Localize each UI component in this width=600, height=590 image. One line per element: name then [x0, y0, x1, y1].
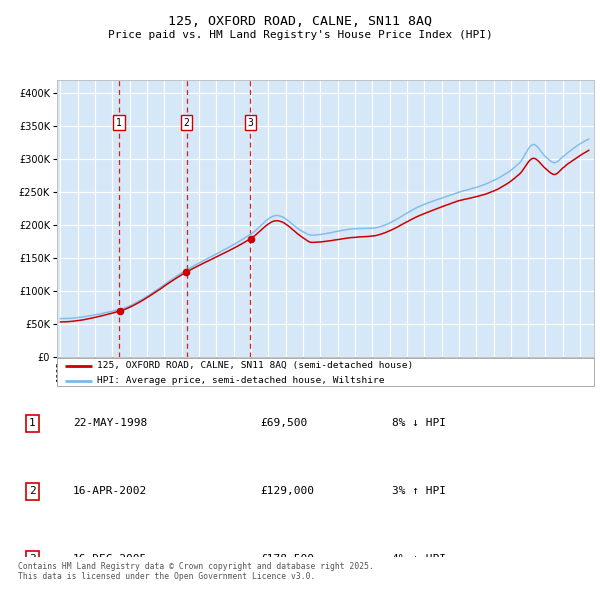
Text: 1: 1: [116, 117, 122, 127]
Text: Price paid vs. HM Land Registry's House Price Index (HPI): Price paid vs. HM Land Registry's House …: [107, 30, 493, 40]
Text: 4% ↓ HPI: 4% ↓ HPI: [392, 554, 446, 564]
Text: HPI: Average price, semi-detached house, Wiltshire: HPI: Average price, semi-detached house,…: [97, 376, 385, 385]
Text: 1: 1: [29, 418, 36, 428]
Text: 2: 2: [29, 486, 36, 496]
Text: 3% ↑ HPI: 3% ↑ HPI: [392, 486, 446, 496]
Text: £129,000: £129,000: [260, 486, 314, 496]
Text: £69,500: £69,500: [260, 418, 307, 428]
Text: Contains HM Land Registry data © Crown copyright and database right 2025.
This d: Contains HM Land Registry data © Crown c…: [18, 562, 374, 581]
Text: £178,500: £178,500: [260, 554, 314, 564]
Text: 3: 3: [247, 117, 253, 127]
Text: 8% ↓ HPI: 8% ↓ HPI: [392, 418, 446, 428]
Text: 16-APR-2002: 16-APR-2002: [73, 486, 147, 496]
Text: 3: 3: [29, 554, 36, 564]
Text: 125, OXFORD ROAD, CALNE, SN11 8AQ: 125, OXFORD ROAD, CALNE, SN11 8AQ: [168, 15, 432, 28]
Text: 2: 2: [184, 117, 190, 127]
Text: 16-DEC-2005: 16-DEC-2005: [73, 554, 147, 564]
Text: 125, OXFORD ROAD, CALNE, SN11 8AQ (semi-detached house): 125, OXFORD ROAD, CALNE, SN11 8AQ (semi-…: [97, 361, 413, 371]
Text: 22-MAY-1998: 22-MAY-1998: [73, 418, 147, 428]
